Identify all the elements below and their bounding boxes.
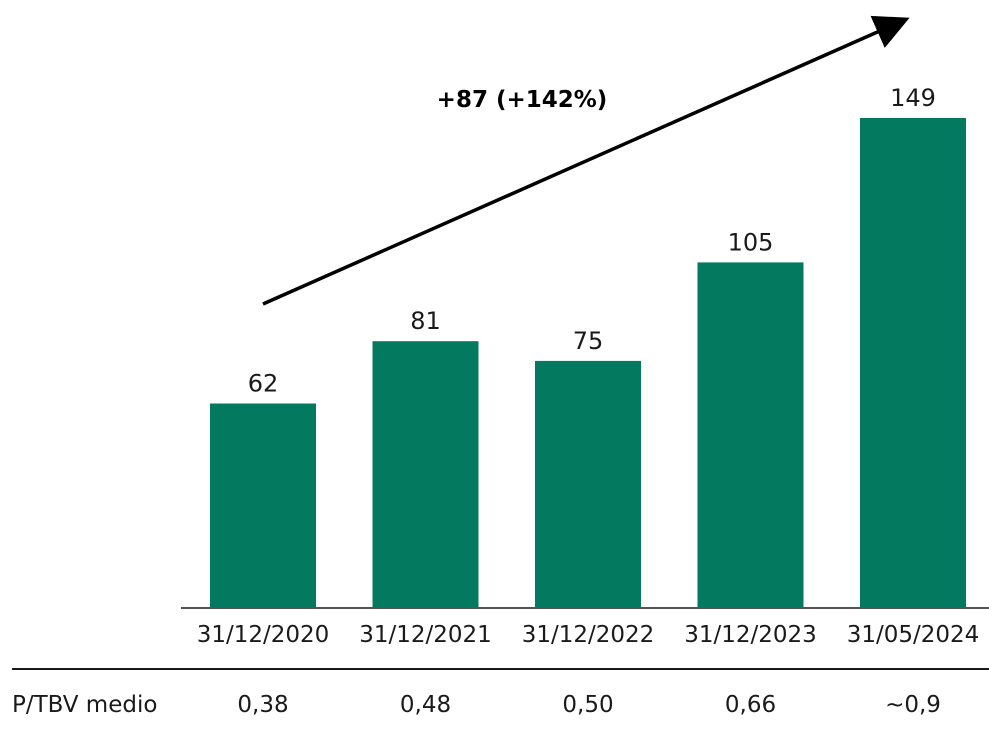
growth-annotation: +87 (+142%): [437, 87, 608, 113]
x-tick-label: 31/12/2021: [359, 622, 492, 648]
ptbv-row-label: P/TBV medio: [12, 692, 157, 718]
value-labels-layer: 62 81 75 105 149: [248, 84, 936, 398]
x-tick-label: 31/12/2020: [197, 622, 330, 648]
bar-value-label: 81: [410, 307, 441, 335]
ptbv-value: 0,38: [237, 692, 288, 718]
growth-arrow: [262, 15, 910, 306]
x-tick-label: 31/12/2023: [684, 622, 817, 648]
ptbv-value: 0,50: [562, 692, 613, 718]
bar-value-label: 62: [248, 370, 279, 398]
ptbv-value: ~0,9: [885, 692, 941, 718]
bar-31-12-2021: [372, 341, 479, 607]
x-tick-labels-layer: 31/12/2020 31/12/2021 31/12/2022 31/12/2023…: [197, 622, 980, 648]
ptbv-value: 0,66: [725, 692, 776, 718]
bar-31-12-2023: [697, 262, 804, 607]
bar-value-label: 105: [728, 228, 774, 256]
x-tick-label: 31/12/2022: [522, 622, 655, 648]
bar-value-label: 75: [573, 327, 604, 355]
bar-31-05-2024: [860, 118, 966, 607]
bar-31-12-2020: [210, 403, 316, 607]
ptbv-values-layer: 0,38 0,48 0,50 0,66 ~0,9: [237, 692, 941, 718]
bar-31-12-2022: [535, 360, 641, 607]
ptbv-value: 0,48: [400, 692, 451, 718]
bars-layer: [210, 118, 966, 607]
bar-value-label: 149: [890, 84, 936, 112]
x-tick-label: 31/05/2024: [847, 622, 980, 648]
